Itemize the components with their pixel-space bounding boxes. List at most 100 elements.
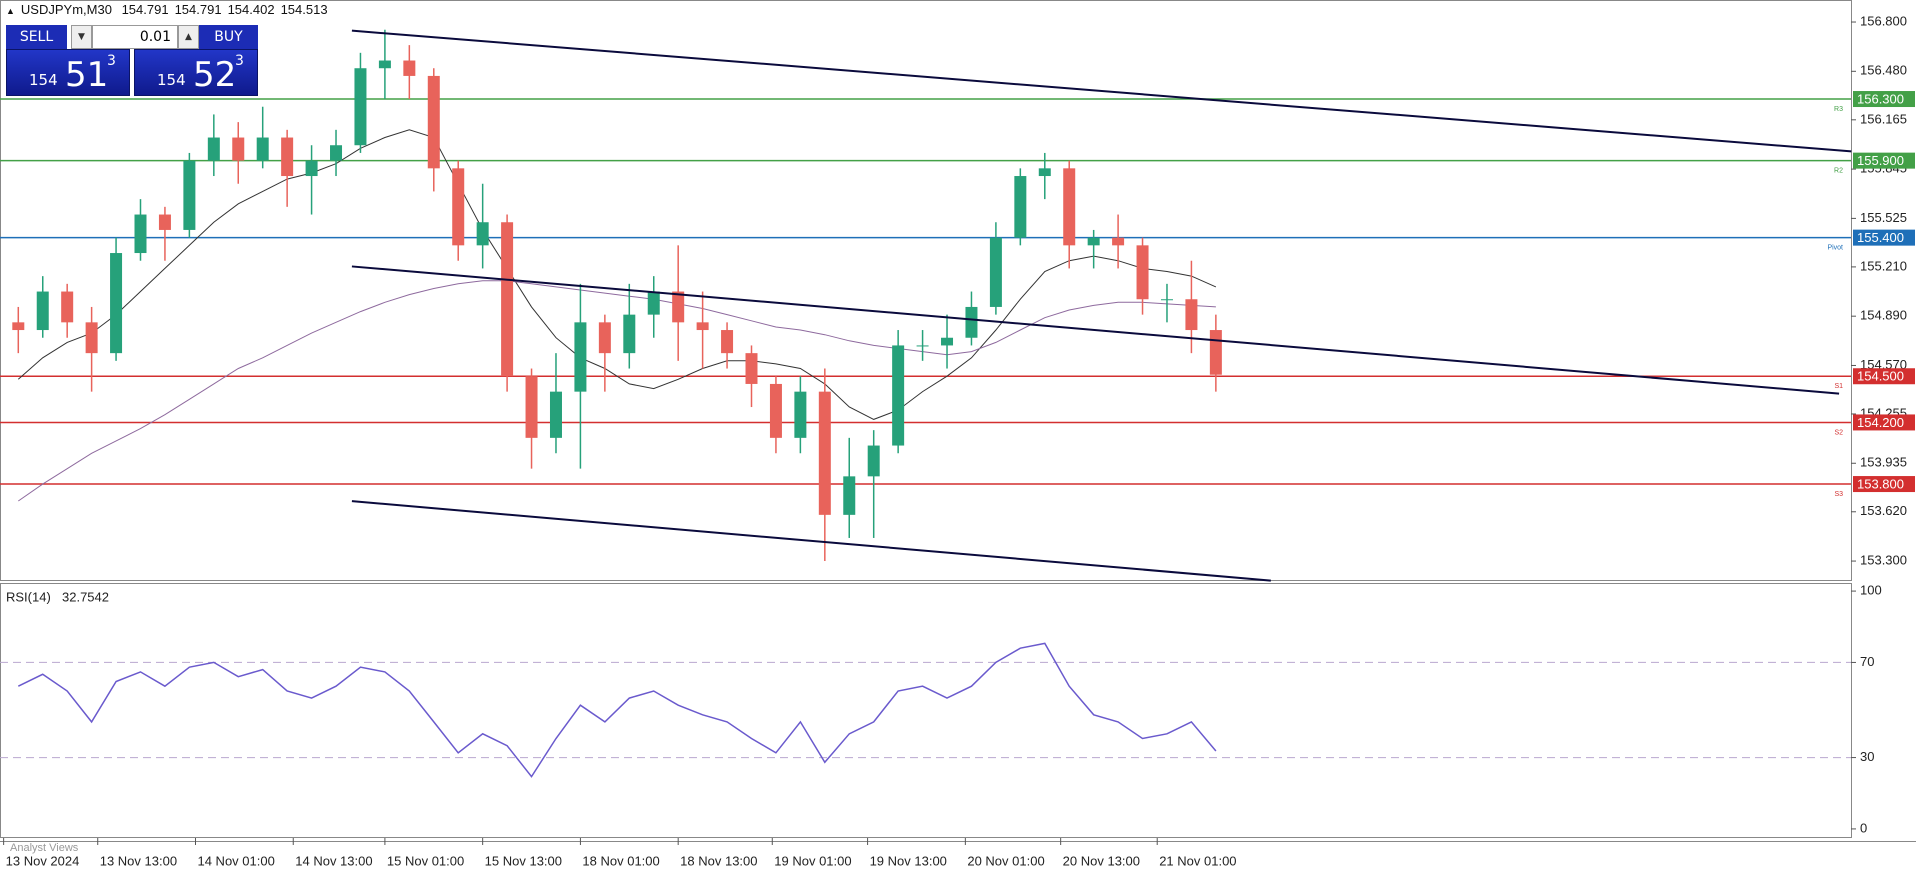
y-tick-label: 153.620 (1860, 503, 1907, 518)
x-tick-label: 13 Nov 13:00 (100, 853, 177, 868)
triangle: ▲ (6, 6, 15, 16)
candle-body (61, 291, 74, 323)
candle-body (158, 214, 171, 230)
level-tag: R3 (1834, 106, 1843, 113)
candle-body (207, 137, 220, 161)
lot-input[interactable]: 0.01 (92, 25, 178, 49)
trendline (351, 265, 1840, 395)
candle-body (12, 322, 25, 331)
symbol: USDJPYm,M30 (20, 2, 112, 17)
candle-body (1185, 299, 1198, 331)
sell-big: 154 (29, 71, 58, 89)
candle-body (1087, 237, 1100, 246)
candle-body (843, 476, 856, 515)
candle-body (427, 75, 440, 169)
buy-button[interactable]: BUY (199, 25, 258, 49)
candle-body (965, 306, 978, 338)
header: ▲ USDJPYm,M30 154.791 154.791 154.402 154.51… (6, 2, 334, 17)
level-tag: S1 (1834, 383, 1843, 390)
x-tick-label: 19 Nov 01:00 (774, 853, 851, 868)
level-label-box (1853, 152, 1915, 169)
y-tick-label: 154.890 (1860, 308, 1907, 323)
candle-body (525, 376, 538, 438)
y-tick-label: 156.165 (1860, 111, 1907, 126)
candle-body (1014, 176, 1027, 238)
candle-body (941, 337, 954, 346)
rsi-panel-border (0, 583, 1852, 838)
candle-body (818, 391, 831, 515)
candle-body (794, 391, 807, 438)
y-tick-label: 156.480 (1860, 63, 1907, 78)
candle-body (378, 60, 391, 69)
x-tick-label: 18 Nov 13:00 (680, 853, 757, 868)
candle-body (769, 383, 782, 438)
rsi-line (17, 642, 1217, 778)
lot-down[interactable]: ▼ (71, 25, 92, 49)
candle-body (1136, 245, 1149, 300)
rsi-tick-label: 100 (1860, 583, 1882, 598)
candle-body (256, 137, 269, 161)
quote-low: 154.402 (227, 2, 275, 17)
main-panel-border (0, 0, 1852, 581)
y-tick-label: 154.570 (1860, 357, 1907, 372)
sell-small: 3 (107, 53, 116, 69)
candle-body (305, 160, 318, 177)
buy-mid: 52 (193, 55, 237, 95)
quote-high: 154.791 (174, 2, 222, 17)
candle-body (354, 68, 367, 146)
candle-body (1160, 299, 1173, 301)
level-tag: Pivot (1827, 244, 1843, 251)
trendline (351, 29, 1852, 153)
level-label: 155.400 (1857, 230, 1904, 245)
candle-body (745, 353, 758, 384)
sell-mid: 51 (65, 55, 109, 95)
level-label-box (1853, 414, 1915, 431)
candle-body (232, 137, 245, 161)
buy-price[interactable]: 154 52 3 (134, 49, 258, 96)
quote-close: 154.513 (280, 2, 328, 17)
lot-up[interactable]: ▲ (178, 25, 199, 49)
x-tick-label: 14 Nov 13:00 (295, 853, 372, 868)
candle-body (501, 222, 514, 377)
candle-body (476, 222, 489, 246)
y-tick-label: 153.935 (1860, 455, 1907, 470)
sell-button[interactable]: SELL (6, 25, 67, 49)
level-label: 154.500 (1857, 369, 1904, 384)
moving-average (17, 129, 1217, 420)
candle-body (403, 60, 416, 76)
footer-tab[interactable]: Analyst Views (10, 842, 79, 854)
candle-body (1209, 330, 1222, 375)
candle-body (36, 291, 49, 331)
level-label-box (1853, 229, 1915, 246)
moving-average (18, 280, 1216, 502)
candle-body (672, 291, 685, 323)
candle-body (183, 160, 196, 230)
candle-body (989, 237, 1002, 307)
sell-price[interactable]: 154 51 3 (6, 49, 130, 96)
rsi-tick-label: 30 (1860, 749, 1874, 764)
y-tick-label: 156.800 (1860, 13, 1907, 28)
candle-body (696, 322, 709, 331)
rsi-value: 32.7542 (62, 589, 109, 604)
candle-body (281, 137, 294, 177)
x-tick-label: 18 Nov 01:00 (582, 853, 659, 868)
level-tag: R2 (1834, 167, 1843, 174)
level-label-box (1853, 91, 1915, 108)
level-tag: S3 (1834, 491, 1843, 498)
candle-body (110, 253, 123, 354)
x-tick-label: 19 Nov 13:00 (870, 853, 947, 868)
candle-body (867, 445, 880, 477)
candle-body (916, 345, 929, 347)
candle-body (330, 145, 343, 161)
candle-body (721, 330, 734, 354)
candle-body (1112, 237, 1125, 246)
x-tick-label: 15 Nov 01:00 (387, 853, 464, 868)
rsi-tick-label: 70 (1860, 654, 1874, 669)
rsi-tick-label: 0 (1860, 820, 1867, 835)
quote-open: 154.791 (121, 2, 169, 17)
candle-body (892, 345, 905, 446)
candle-body (1063, 168, 1076, 246)
y-tick-label: 153.300 (1860, 552, 1907, 567)
